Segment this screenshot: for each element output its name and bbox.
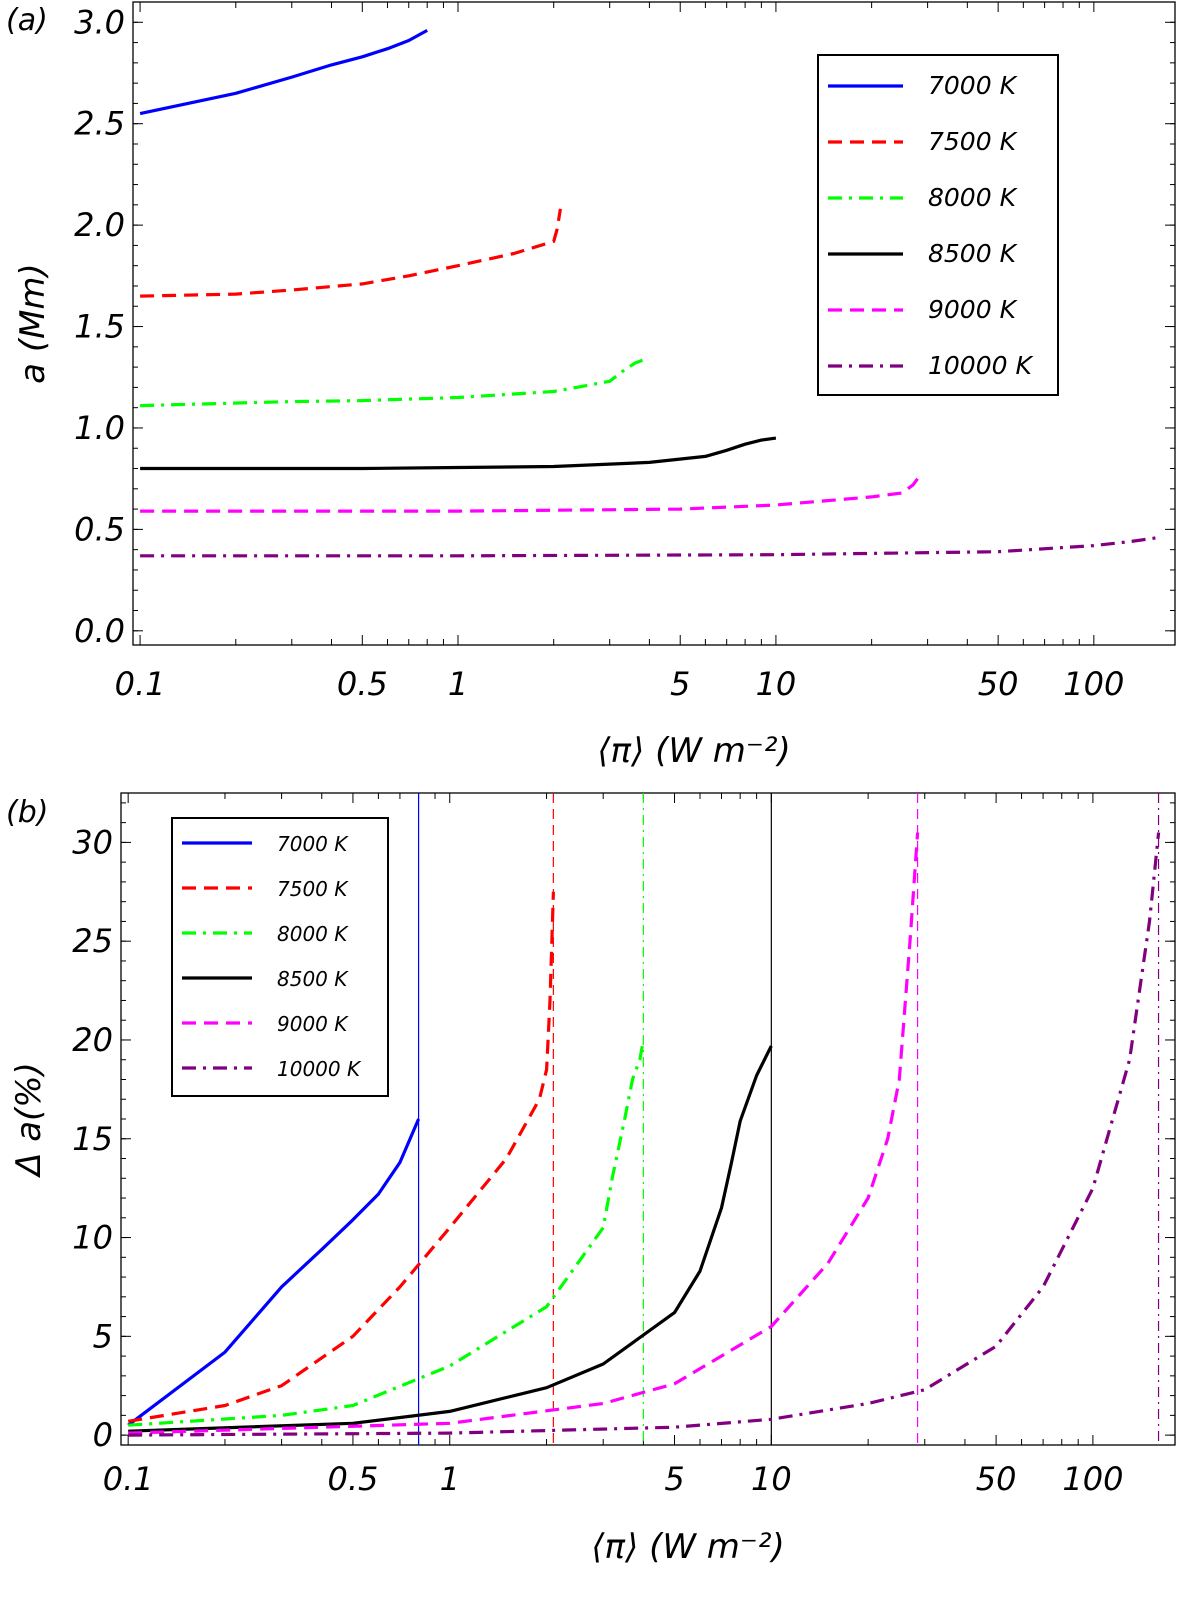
panel-a-x-tick-label: 100	[1063, 665, 1124, 703]
panel-a-legend-label-10000-k: 10000 K	[928, 351, 1034, 380]
panel-b-panel-tag: (b)	[6, 795, 48, 830]
panel-a-series-8500-k	[140, 436, 777, 471]
panel-a-x-tick-label: 5	[670, 665, 690, 703]
panel-b-y-tick-label: 30	[72, 823, 113, 861]
panel-a-x-tick-label: 50	[978, 665, 1019, 703]
panel-b-x-tick-label: 100	[1062, 1460, 1123, 1498]
panel-a-plot-frame	[132, 1, 1176, 646]
panel-b-legend-label-10000-k: 10000 K	[277, 1057, 362, 1081]
panel-a-y-tick-label: 2.0	[74, 206, 125, 244]
panel-a-x-tick-label: 0.5	[337, 665, 388, 703]
panel-a-legend-label-8500-k: 8500 K	[928, 239, 1019, 268]
panel-b-series-7000-k	[127, 1118, 421, 1427]
panel-b-x-tick-label: 1	[440, 1460, 460, 1498]
panel-a-y-tick-label: 1.0	[74, 409, 125, 447]
panel-b-series-7500-k	[127, 891, 555, 1423]
panel-a-legend-label-8000-k: 8000 K	[928, 183, 1019, 212]
panel-a-legend-label-9000-k: 9000 K	[928, 295, 1019, 324]
panel-a-y-tick-label: 1.5	[74, 308, 125, 346]
panel-a-series-7500-k	[140, 208, 562, 298]
panel-a-panel-tag: (a)	[6, 3, 48, 38]
panel-a-x-tick-label: 10	[756, 665, 797, 703]
panel-a-y-tick-label: 2.5	[74, 105, 125, 143]
panel-b-y-tick-label: 20	[72, 1021, 113, 1059]
panel-a-series-8000-k	[140, 357, 647, 408]
panel-b-legend-label-7000-k: 7000 K	[277, 832, 349, 856]
panel-a-y-tick-label: 3.0	[74, 3, 125, 41]
panel-b-y-axis-title: Δ a(%)	[9, 1062, 49, 1179]
panel-b-y-tick-label: 5	[93, 1317, 113, 1355]
panel-a-x-axis-title: ⟨π⟩ (W m⁻²)	[597, 731, 790, 771]
panel-b-y-tick-label: 15	[72, 1120, 113, 1158]
panel-a: 0.1 0.5 1 5 10 50 100 0.0 0.5 1.0 1.5 2.0 2.5 3.0 ⟨π⟩ …	[6, 1, 1176, 771]
panel-b-series-9000-k	[128, 832, 920, 1435]
panel-b-y-tick-label: 25	[72, 922, 113, 960]
panel-a-y-tick-label: 0.0	[74, 612, 125, 650]
panel-a-x-tick-label: 1	[448, 665, 468, 703]
panel-b-series-10000-k	[128, 832, 1161, 1437]
panel-b-x-axis-title: ⟨π⟩ (W m⁻²)	[591, 1527, 784, 1567]
panel-a-legend-label-7000-k: 7000 K	[928, 71, 1019, 100]
panel-b-x-tick-label: 5	[664, 1460, 684, 1498]
panel-b-x-tick-label: 10	[751, 1460, 792, 1498]
panel-b-legend: 7000 K 7500 K 8000 K 8500 K 9000 K 10000 K	[171, 817, 389, 1097]
panel-b-legend-box	[171, 817, 389, 1097]
panel-a-series-7000-k	[139, 28, 428, 116]
panel-a-legend-label-7500-k: 7500 K	[928, 127, 1019, 156]
panel-a-x-tick-label: 0.1	[115, 665, 166, 703]
panel-b-y-tick-label: 0	[93, 1416, 113, 1454]
panel-a-series-10000-k	[140, 535, 1159, 558]
panel-b-x-tick-label: 0.1	[103, 1460, 154, 1498]
panel-b-legend-label-7500-k: 7500 K	[277, 877, 349, 901]
panel-a-series-9000-k	[140, 473, 922, 513]
panel-b-series-8500-k	[128, 1045, 773, 1433]
panel-b-legend-label-8000-k: 8000 K	[277, 922, 349, 946]
panel-a-legend-box	[817, 54, 1059, 396]
panel-b-x-tick-label: 0.5	[327, 1460, 378, 1498]
panel-b-legend-label-8500-k: 8500 K	[277, 967, 349, 991]
panel-b-x-tick-label: 50	[976, 1460, 1017, 1498]
panel-a-legend: 7000 K 7500 K 8000 K 8500 K 9000 K 10000 K	[817, 54, 1059, 396]
panel-b-y-tick-label: 10	[72, 1219, 113, 1257]
panel-a-y-axis-title: a (Mm)	[13, 263, 53, 384]
panel-b-legend-label-9000-k: 9000 K	[277, 1012, 349, 1036]
panel-a-y-tick-label: 0.5	[74, 510, 125, 548]
